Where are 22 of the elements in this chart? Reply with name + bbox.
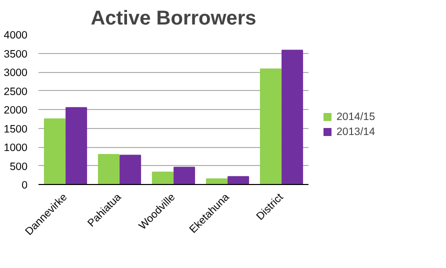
y-tick-label: 0 <box>22 180 28 192</box>
bar <box>174 166 196 184</box>
y-tick-label: 2000 <box>4 104 28 116</box>
bar <box>260 68 282 184</box>
bar <box>228 176 250 184</box>
legend-label: 2014/15 <box>336 111 376 123</box>
bar <box>98 154 120 184</box>
legend-label: 2013/14 <box>336 126 376 138</box>
y-tick-label: 3500 <box>4 48 28 60</box>
bar <box>152 172 174 184</box>
bar <box>282 50 304 184</box>
bar <box>120 154 142 184</box>
y-tick-label: 1000 <box>4 142 28 154</box>
y-tick-label: 1500 <box>4 123 28 136</box>
bar <box>44 118 66 184</box>
bar <box>66 107 88 184</box>
y-tick-label: 500 <box>10 160 28 173</box>
y-tick-label: 3000 <box>4 67 28 79</box>
y-tick-label: 2500 <box>4 86 28 98</box>
bar <box>206 178 228 184</box>
chart-title: Active Borrowers <box>90 8 256 30</box>
y-tick-label: 4000 <box>4 30 28 42</box>
